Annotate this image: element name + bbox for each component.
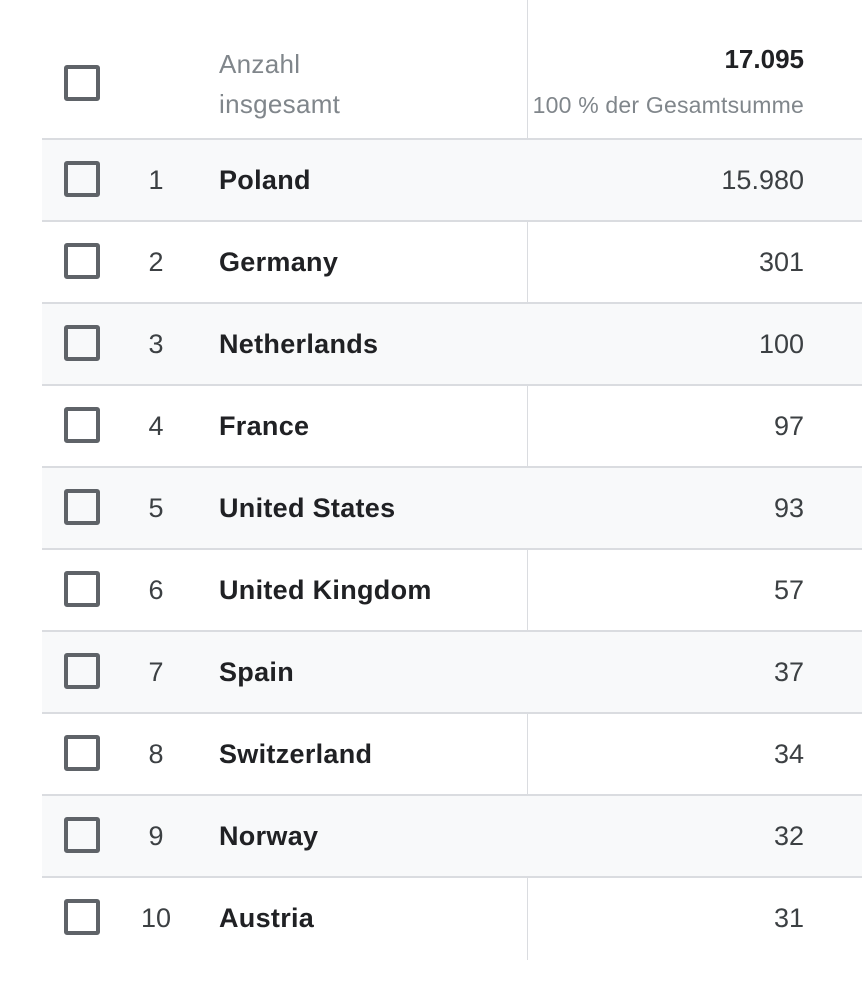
row-value: 37	[773, 657, 804, 687]
row-checkbox[interactable]	[64, 817, 100, 853]
row-rank: 7	[148, 657, 164, 687]
header-total-share: 100 % der Gesamtsumme	[532, 92, 804, 118]
row-rank: 4	[148, 411, 164, 441]
row-checkbox[interactable]	[64, 325, 100, 361]
row-country: France	[219, 411, 310, 441]
row-rank: 2	[148, 247, 164, 277]
row-value: 31	[773, 903, 804, 933]
row-checkbox[interactable]	[64, 243, 100, 279]
row-rank: 6	[148, 575, 164, 605]
row-checkbox[interactable]	[64, 407, 100, 443]
row-value: 93	[773, 493, 804, 523]
table-header-row: Anzahl insgesamt 17.095 100 % der Gesamt…	[42, 0, 862, 140]
row-checkbox[interactable]	[64, 489, 100, 525]
row-country: Netherlands	[219, 329, 379, 359]
select-all-checkbox[interactable]	[64, 65, 100, 101]
table-row[interactable]: 9 Norway 32	[42, 796, 862, 878]
table-row[interactable]: 7 Spain 37	[42, 632, 862, 714]
table-row[interactable]: 5 United States 93	[42, 468, 862, 550]
row-rank: 8	[148, 739, 164, 769]
row-value: 57	[773, 575, 804, 605]
row-country: Austria	[219, 903, 315, 933]
table-row[interactable]: 3 Netherlands 100	[42, 304, 862, 386]
table-row[interactable]: 10 Austria 31	[42, 878, 862, 960]
row-country: Poland	[219, 165, 311, 195]
row-country: United States	[219, 493, 396, 523]
table-row[interactable]: 4 France 97	[42, 386, 862, 468]
header-label-line1: Anzahl	[219, 49, 301, 79]
country-report-table: Anzahl insgesamt 17.095 100 % der Gesamt…	[42, 0, 862, 960]
row-checkbox[interactable]	[64, 653, 100, 689]
row-checkbox[interactable]	[64, 571, 100, 607]
row-country: Spain	[219, 657, 295, 687]
header-metric-label: Anzahl insgesamt	[219, 44, 340, 124]
row-value: 15.980	[721, 165, 804, 195]
table-row[interactable]: 1 Poland 15.980	[42, 140, 862, 222]
table-row[interactable]: 2 Germany 301	[42, 222, 862, 304]
row-value: 32	[773, 821, 804, 851]
row-value: 97	[773, 411, 804, 441]
header-total-value: 17.095	[724, 44, 804, 74]
row-rank: 3	[148, 329, 164, 359]
table-row[interactable]: 8 Switzerland 34	[42, 714, 862, 796]
row-value: 100	[758, 329, 804, 359]
row-value: 301	[758, 247, 804, 277]
header-label-line2: insgesamt	[219, 89, 341, 119]
row-country: Germany	[219, 247, 339, 277]
row-value: 34	[773, 739, 804, 769]
row-country: United Kingdom	[219, 575, 432, 605]
row-checkbox[interactable]	[64, 735, 100, 771]
row-rank: 10	[140, 903, 172, 933]
table-row[interactable]: 6 United Kingdom 57	[42, 550, 862, 632]
row-checkbox[interactable]	[64, 161, 100, 197]
row-country: Switzerland	[219, 739, 373, 769]
row-rank: 9	[148, 821, 164, 851]
row-checkbox[interactable]	[64, 899, 100, 935]
row-country: Norway	[219, 821, 319, 851]
row-rank: 1	[148, 165, 164, 195]
row-rank: 5	[148, 493, 164, 523]
